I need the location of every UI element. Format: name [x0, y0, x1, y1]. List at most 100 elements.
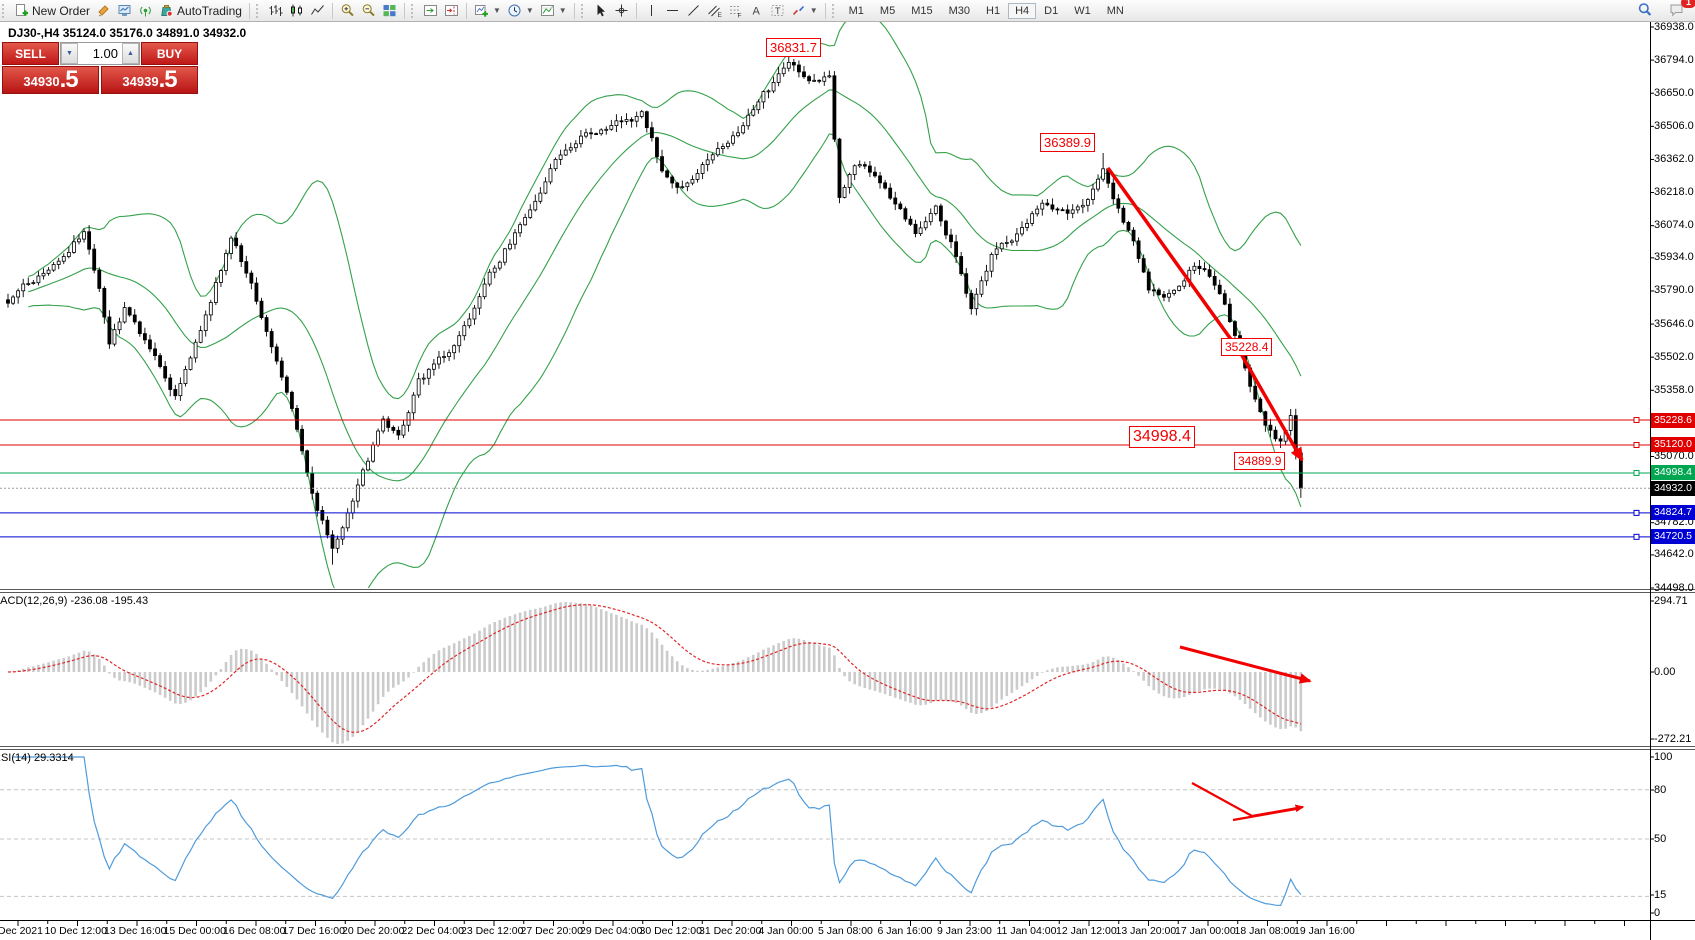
timeframe-button-MN[interactable]: MN	[1106, 4, 1124, 17]
rsi-scale-label: 0	[1654, 906, 1661, 919]
rsi-scale-label: 15	[1654, 888, 1667, 901]
text-label-icon: T	[770, 3, 785, 18]
horizontal-line-button[interactable]	[662, 2, 683, 19]
separator	[248, 2, 250, 19]
new-order-icon	[14, 3, 29, 18]
line-chart-icon	[310, 3, 325, 18]
dropdown-caret: ▼	[492, 6, 501, 15]
time-axis-label: Dec 2021	[0, 925, 43, 937]
signals-button[interactable]	[135, 2, 156, 19]
line-chart-button[interactable]	[307, 2, 328, 19]
trendline-button[interactable]	[683, 2, 704, 19]
cursor-icon	[593, 3, 608, 18]
price-annotation[interactable]: 35228.4	[1221, 338, 1273, 356]
vertical-line-button[interactable]	[641, 2, 662, 19]
separator	[824, 2, 826, 19]
dropdown-caret: ▼	[525, 6, 534, 15]
timeframe-button-M30[interactable]: M30	[948, 4, 971, 17]
toolbar-grip	[580, 3, 587, 18]
chart-title: DJ30-,H4 35124.0 35176.0 34891.0 34932.0	[8, 26, 247, 40]
time-axis-label: 30 Dec 12:00	[639, 925, 702, 937]
new-order-button[interactable]: New Order	[11, 2, 93, 19]
time-axis-label: 17 Dec 16:00	[282, 925, 345, 937]
price-annotation[interactable]: 36389.9	[1040, 133, 1095, 152]
bar-chart-button[interactable]	[265, 2, 286, 19]
crosshair-button[interactable]	[611, 2, 632, 19]
toolbar-grip	[255, 3, 262, 18]
text-icon: A	[749, 3, 764, 18]
buy-price-display[interactable]: 34939.5	[101, 66, 198, 94]
price-axis-label: 35070.0	[1654, 449, 1694, 462]
search-icon	[1637, 2, 1653, 18]
fibonacci-button[interactable]: F	[725, 2, 746, 19]
tile-windows-button[interactable]	[379, 2, 400, 19]
sell-price-main: 34930	[23, 74, 60, 89]
price-axis-label: 35934.0	[1654, 251, 1694, 264]
price-axis-label: 36938.0	[1654, 20, 1694, 33]
trendline-icon	[686, 3, 701, 18]
autotrading-button[interactable]: AutoTrading	[156, 2, 245, 19]
buy-button[interactable]: BUY	[141, 42, 198, 65]
rsi-scale-label: 100	[1654, 750, 1673, 763]
search-button[interactable]	[1634, 1, 1656, 19]
sell-price-frac: .5	[59, 66, 79, 93]
arrows-button[interactable]: ▼	[788, 2, 821, 19]
volume-decrease-button[interactable]: ▼	[61, 43, 78, 64]
time-axis-label: 17 Jan 00:00	[1175, 925, 1236, 937]
svg-text:A: A	[752, 6, 760, 18]
price-axis-label: 35358.0	[1654, 383, 1694, 396]
time-axis-label: 27 Dec 20:00	[520, 925, 583, 937]
price-axis-label: 34498.0	[1654, 581, 1694, 594]
price-annotation[interactable]: 36831.7	[766, 38, 821, 57]
svg-text:T: T	[775, 6, 781, 16]
price-annotation[interactable]: 34998.4	[1129, 426, 1195, 448]
time-axis-label: 19 Jan 16:00	[1294, 925, 1355, 937]
zoom-in-icon	[340, 3, 355, 18]
terminal-button[interactable]	[114, 2, 135, 19]
volume-increase-button[interactable]: ▲	[122, 43, 139, 64]
indicators-button[interactable]: ▼	[471, 2, 504, 19]
dropdown-caret: ▼	[809, 6, 818, 15]
auto-scroll-button[interactable]	[420, 2, 441, 19]
text-label-button[interactable]: T	[767, 2, 788, 19]
cursor-button[interactable]	[590, 2, 611, 19]
sell-price-display[interactable]: 34930.5	[2, 66, 99, 94]
zoom-in-button[interactable]	[337, 2, 358, 19]
new-order-label: New Order	[32, 3, 91, 18]
buy-price-frac: .5	[158, 66, 178, 93]
chart-shift-button[interactable]	[441, 2, 462, 19]
level-price-box: 35228.6	[1651, 412, 1695, 428]
dropdown-caret: ▼	[558, 6, 567, 15]
time-axis-label: 15 Dec 00:00	[163, 925, 226, 937]
templates-button[interactable]: ▼	[537, 2, 570, 19]
time-axis-label: 29 Dec 04:00	[580, 925, 643, 937]
timeframe-button-W1[interactable]: W1	[1074, 4, 1091, 17]
timeframe-button-H1[interactable]: H1	[986, 4, 1001, 17]
timeframe-button-D1[interactable]: D1	[1044, 4, 1059, 17]
timeframe-button-M5[interactable]: M5	[879, 4, 896, 17]
timeframe-button-H4[interactable]: H4	[1008, 2, 1037, 19]
price-annotation[interactable]: 34889.9	[1234, 452, 1286, 470]
equidistant-channel-button[interactable]: E	[704, 2, 725, 19]
level-price-box: 35120.0	[1651, 437, 1695, 453]
time-axis-label: 31 Dec 20:00	[699, 925, 762, 937]
metaeditor-button[interactable]	[93, 2, 114, 19]
volume-input[interactable]	[78, 43, 122, 64]
text-button[interactable]: A	[746, 2, 767, 19]
timeframe-button-M15[interactable]: M15	[911, 4, 933, 17]
zoom-out-icon	[361, 3, 376, 18]
time-axis-label: 13 Dec 16:00	[104, 925, 167, 937]
notifications-button[interactable]: 1	[1666, 0, 1695, 19]
sell-button[interactable]: SELL	[2, 42, 59, 65]
price-axis-label: 36506.0	[1654, 119, 1694, 132]
zoom-out-button[interactable]	[358, 2, 379, 19]
periods-button[interactable]: ▼	[504, 2, 537, 19]
time-axis-label: 16 Dec 08:00	[223, 925, 286, 937]
candlestick-chart-button[interactable]	[286, 2, 307, 19]
timeframe-button-M1[interactable]: M1	[848, 4, 864, 17]
buy-price-main: 34939	[122, 74, 159, 89]
price-axis-label: 34642.0	[1654, 548, 1694, 561]
price-axis-label: 36362.0	[1654, 152, 1694, 165]
autotrading-icon	[159, 3, 174, 18]
